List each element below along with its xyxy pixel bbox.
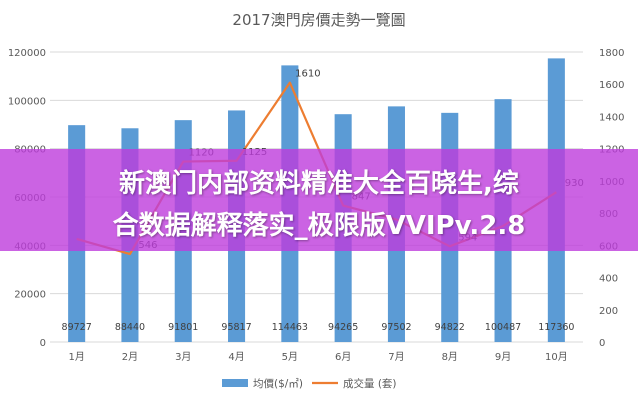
x-tick-label: 5月 bbox=[282, 351, 298, 363]
x-tick-label: 8月 bbox=[442, 351, 458, 363]
bar-data-label: 94822 bbox=[435, 322, 465, 333]
x-tick-label: 1月 bbox=[68, 351, 84, 363]
bar-data-label: 95817 bbox=[221, 322, 251, 333]
x-tick-label: 6月 bbox=[335, 351, 351, 363]
chart-title: 2017澳門房價走勢一覽圖 bbox=[232, 11, 405, 29]
x-tick-label: 2月 bbox=[122, 351, 138, 363]
y-right-tick-label: 1800 bbox=[599, 48, 624, 59]
bar-data-label: 94265 bbox=[328, 322, 358, 333]
y-left-tick-label: 0 bbox=[40, 338, 46, 349]
legend-line-label: 成交量 (套) bbox=[343, 377, 397, 390]
bar-data-label: 117360 bbox=[538, 322, 574, 333]
overlay-line-1: 新澳门内部资料精准大全百晓生,综 bbox=[119, 169, 519, 199]
y-left-tick-label: 20000 bbox=[14, 290, 46, 301]
bar-data-label: 91801 bbox=[168, 322, 198, 333]
x-tick-label: 3月 bbox=[175, 351, 191, 363]
x-tick-label: 4月 bbox=[228, 351, 244, 363]
x-tick-label: 9月 bbox=[495, 351, 511, 363]
line-data-label: 1610 bbox=[295, 69, 320, 80]
overlay-banner: 新澳门内部资料精准大全百晓生,综 合数据解释落实_极限版VVIPv.2.8 bbox=[0, 149, 638, 251]
bar-data-label: 97502 bbox=[381, 322, 411, 333]
y-right-tick-label: 1600 bbox=[599, 80, 624, 91]
bar-data-label: 89727 bbox=[62, 322, 92, 333]
y-right-tick-label: 1400 bbox=[599, 112, 624, 123]
y-right-tick-label: 200 bbox=[599, 306, 618, 317]
x-tick-label: 7月 bbox=[388, 351, 404, 363]
bar-data-label: 88440 bbox=[115, 322, 145, 333]
bar-data-label: 114463 bbox=[272, 322, 308, 333]
overlay-line-2: 合数据解释落实_极限版VVIPv.2.8 bbox=[112, 211, 526, 241]
y-right-tick-label: 0 bbox=[599, 338, 605, 349]
y-left-tick-label: 120000 bbox=[8, 48, 46, 59]
legend-bar-swatch bbox=[222, 379, 248, 387]
y-right-tick-label: 400 bbox=[599, 274, 618, 285]
x-tick-label: 10月 bbox=[545, 351, 568, 363]
legend-bar-label: 均價($/㎡) bbox=[253, 377, 303, 390]
y-left-tick-label: 100000 bbox=[8, 96, 46, 107]
bar-data-label: 100487 bbox=[485, 322, 521, 333]
